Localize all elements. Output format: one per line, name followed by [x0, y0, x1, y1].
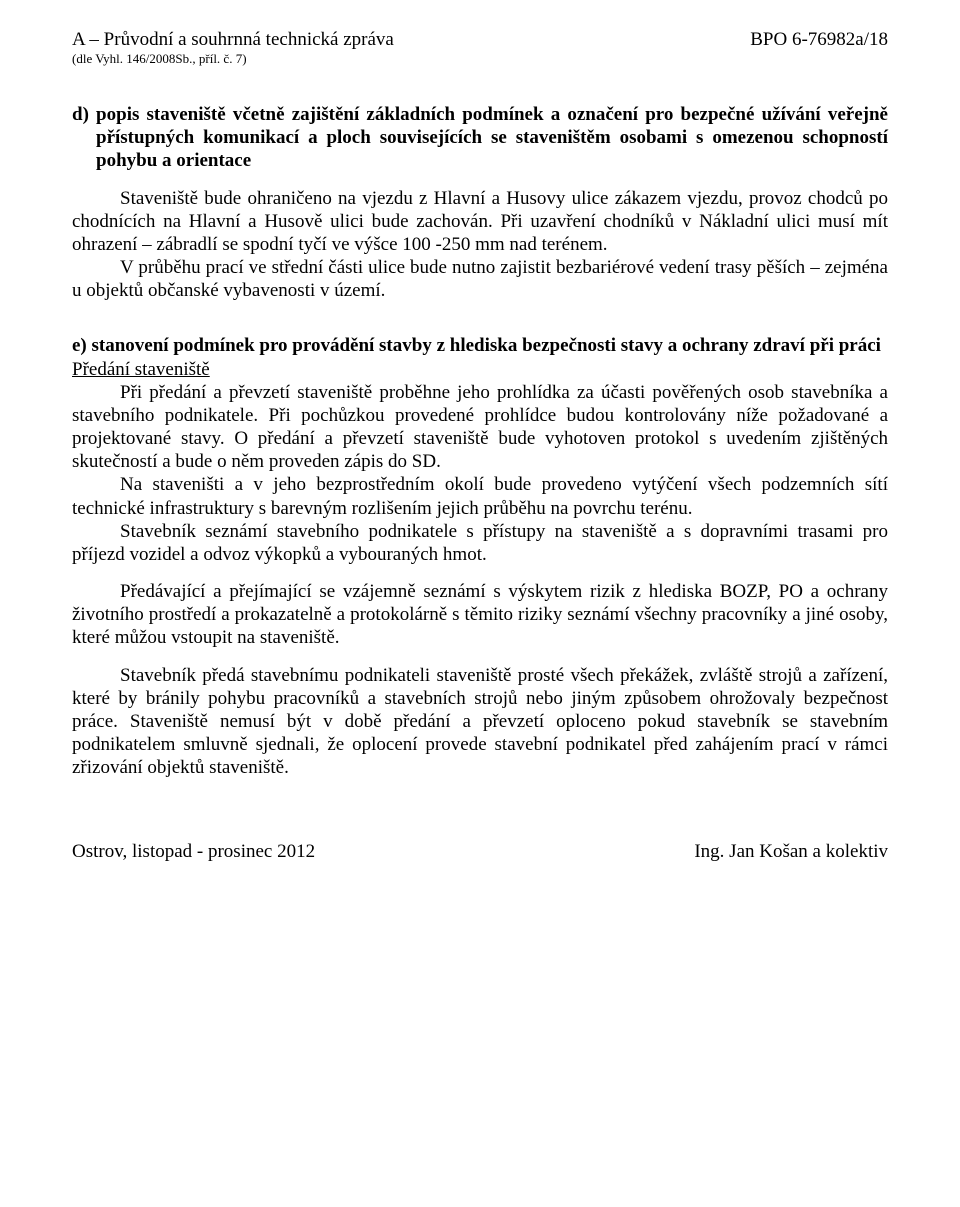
section-d-p1: Staveniště bude ohraničeno na vjezdu z H… — [72, 187, 888, 257]
footer-left: Ostrov, listopad - prosinec 2012 — [72, 840, 315, 863]
header-left: A – Průvodní a souhrnná technická zpráva… — [72, 28, 394, 67]
header-subtitle: (dle Vyhl. 146/2008Sb., příl. č. 7) — [72, 51, 394, 67]
section-e-heading: e) stanovení podmínek pro provádění stav… — [72, 334, 888, 357]
page-footer: Ostrov, listopad - prosinec 2012 Ing. Ja… — [72, 840, 888, 863]
section-e-p2: Na staveništi a v jeho bezprostředním ok… — [72, 473, 888, 519]
section-e-p4: Předávající a přejímající se vzájemně se… — [72, 580, 888, 650]
footer-right: Ing. Jan Košan a kolektiv — [694, 840, 888, 863]
spacer — [72, 650, 888, 664]
section-e-subheading: Předání staveniště — [72, 358, 888, 381]
header-title: A – Průvodní a souhrnná technická zpráva — [72, 28, 394, 51]
page-header: A – Průvodní a souhrnná technická zpráva… — [72, 28, 888, 67]
section-e-p5: Stavebník předá stavebnímu podnikateli s… — [72, 664, 888, 780]
section-e-p3: Stavebník seznámí stavebního podnikatele… — [72, 520, 888, 566]
document-page: A – Průvodní a souhrnná technická zpráva… — [0, 0, 960, 1207]
section-e-p1: Při předání a převzetí staveniště proběh… — [72, 381, 888, 474]
section-d-p2: V průběhu prací ve střední části ulice b… — [72, 256, 888, 302]
spacer — [72, 566, 888, 580]
header-doc-number: BPO 6-76982a/18 — [750, 28, 888, 51]
section-d-heading: d) popis staveniště včetně zajištění zák… — [72, 103, 888, 173]
